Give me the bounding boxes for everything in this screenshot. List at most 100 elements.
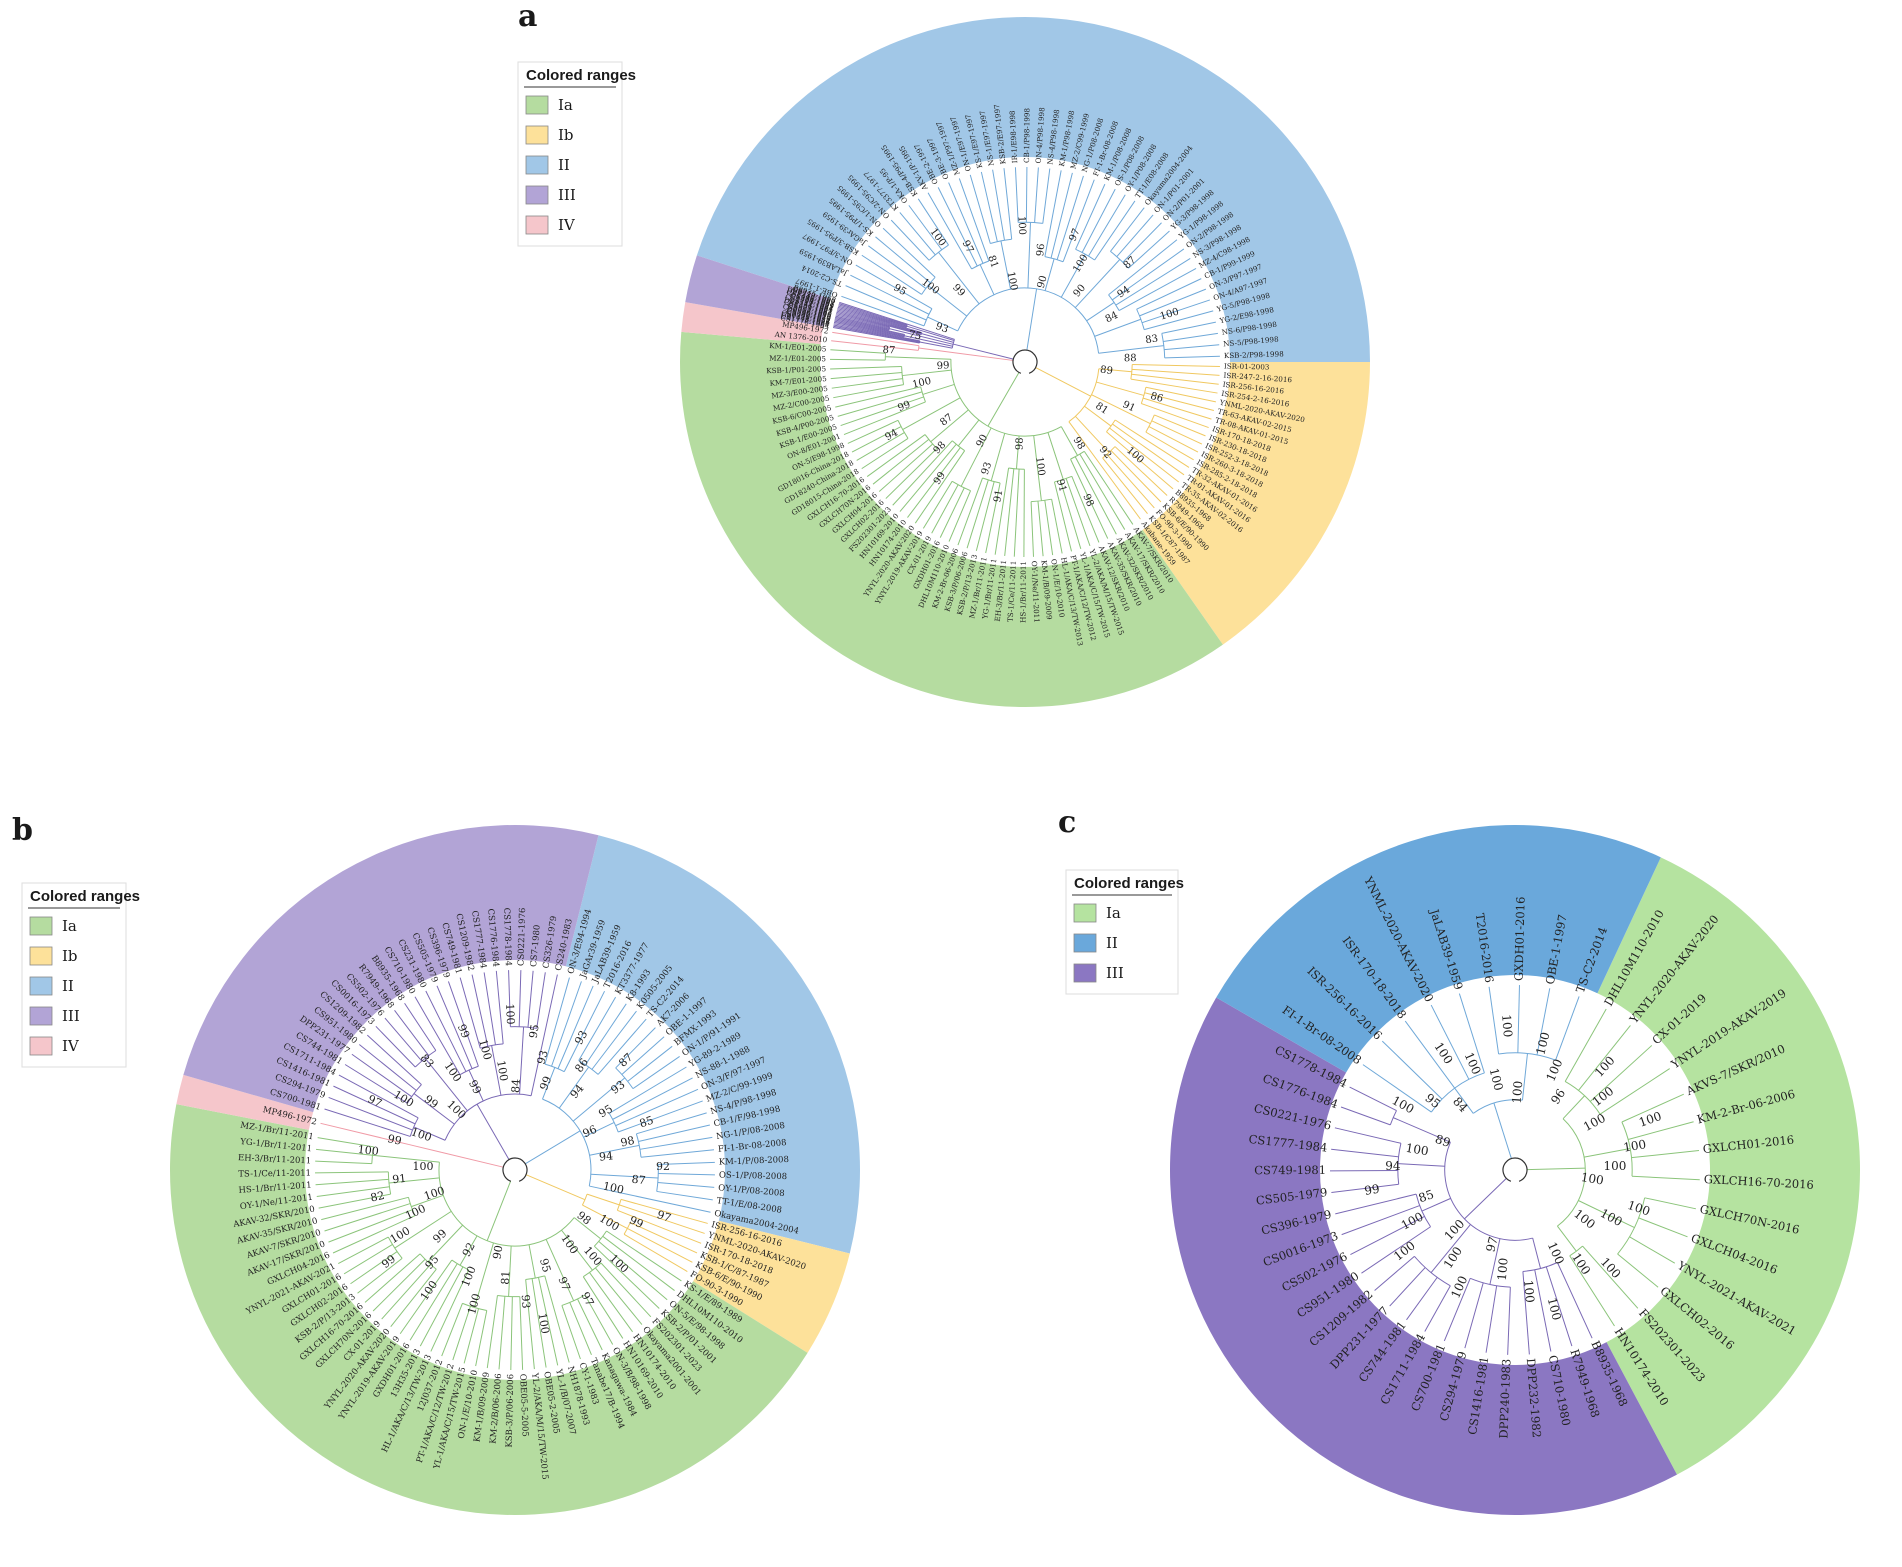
branch-tip	[835, 313, 890, 328]
branch-tip	[855, 264, 933, 310]
branch-tip	[1334, 1127, 1402, 1144]
branch-tip	[966, 479, 989, 549]
branch-stem	[525, 1130, 581, 1165]
leaf-label: OY-1/Ne/11-2011	[1030, 561, 1042, 623]
branch-tip	[318, 1193, 391, 1209]
branch-tip	[394, 1010, 430, 1056]
branch-tip	[452, 1306, 471, 1361]
bootstrap-value: 100	[1405, 1141, 1430, 1159]
branch-tip	[343, 1244, 393, 1275]
bootstrap-value: 93	[519, 1294, 533, 1309]
branch-tip	[856, 432, 905, 461]
branch-tip	[861, 438, 909, 470]
branch-sub	[424, 1057, 468, 1112]
bootstrap-value: 87	[882, 345, 895, 357]
branch-tip	[1106, 454, 1155, 509]
branch-tip	[569, 1302, 592, 1355]
branch-sub	[919, 341, 953, 349]
leaf-label: KM-1/E01-2005	[769, 341, 827, 354]
branch-tip	[851, 426, 902, 453]
branch-tip	[1536, 988, 1551, 1056]
branch-tip	[837, 391, 923, 417]
clade-range-Ib	[1142, 362, 1370, 645]
bootstrap-value: 100	[1626, 1198, 1652, 1219]
bootstrap-value: 100	[1598, 1255, 1624, 1281]
branch-sub	[1393, 1117, 1451, 1143]
branch-tip	[840, 396, 924, 427]
branch-tip	[831, 340, 919, 351]
legend-label: IV	[62, 1037, 80, 1055]
branch-arc	[1397, 1143, 1402, 1185]
bootstrap-value: 87	[631, 1173, 646, 1187]
branch-tip	[315, 1160, 372, 1165]
branch-arc	[1444, 1142, 1533, 1241]
branch-stem	[1493, 1102, 1512, 1159]
branch-sub	[573, 1217, 602, 1240]
branch-tip	[1070, 458, 1109, 539]
branch-tip	[1430, 1004, 1470, 1080]
branch-tip	[908, 205, 943, 251]
branch-tip	[917, 198, 949, 246]
branch-sub	[1584, 1148, 1631, 1158]
branch-tip	[1142, 397, 1212, 420]
bootstrap-value: 100	[442, 1060, 465, 1085]
branch-arc	[1106, 419, 1116, 433]
branch-tip	[519, 1296, 524, 1370]
branch-sub	[411, 1194, 444, 1208]
branch-tip	[1578, 1025, 1631, 1091]
branch-stem	[486, 1180, 512, 1241]
bootstrap-value: 92	[460, 1240, 478, 1258]
branch-tip	[830, 372, 902, 380]
bootstrap-value: 99	[422, 1092, 441, 1111]
branch-tip	[537, 974, 558, 1063]
branch-sub	[938, 251, 980, 305]
branch-stem	[1464, 1177, 1507, 1220]
bootstrap-value: 100	[1521, 1279, 1537, 1303]
branch-arc	[1621, 1121, 1633, 1177]
branch-tip	[1589, 1045, 1653, 1102]
tree-branches	[1329, 985, 1700, 1355]
bootstrap-value: 92	[656, 1160, 670, 1173]
branch-arc	[542, 1098, 592, 1187]
branch-stem	[952, 343, 1014, 360]
branch-tip	[510, 1296, 513, 1370]
branch-tip	[414, 996, 461, 1075]
branch-tip	[495, 970, 504, 1044]
branch-tip	[1050, 172, 1073, 259]
branch-arc	[409, 1117, 419, 1137]
branch-tip	[1555, 996, 1580, 1061]
bootstrap-value: 100	[465, 1292, 483, 1316]
branch-sub	[528, 1244, 536, 1279]
clade-range-IV	[176, 1074, 314, 1130]
bootstrap-value: 82	[369, 1189, 385, 1205]
branch-tip	[832, 331, 920, 347]
branch-stem	[440, 1151, 504, 1168]
branch-tip	[907, 447, 961, 518]
branch-tip	[366, 1034, 422, 1085]
bootstrap-value: 99	[379, 1252, 398, 1271]
bootstrap-value: 87	[616, 1051, 635, 1070]
bootstrap-value: 81	[985, 254, 1000, 270]
branch-arc	[371, 1146, 375, 1164]
branch-tip	[1106, 431, 1174, 490]
branch-sub	[891, 318, 955, 340]
branch-tip	[475, 1310, 488, 1367]
branch-sub	[1521, 1053, 1528, 1101]
branch-tip	[1014, 167, 1019, 223]
bootstrap-value: 100	[476, 1038, 494, 1062]
branch-tip	[830, 365, 902, 370]
bootstrap-value: 100	[911, 376, 932, 391]
branch-arc	[1145, 414, 1155, 433]
branch-tip	[833, 324, 920, 343]
legend-swatch-III	[525, 185, 549, 205]
branch-tip	[419, 1266, 464, 1347]
bootstrap-value: 99	[455, 1022, 472, 1040]
leaf-label: EH-3/Br/11-2011	[238, 1153, 312, 1166]
legend-label: II	[558, 156, 570, 174]
branch-sub	[1430, 1224, 1471, 1273]
branch-sub	[583, 1122, 615, 1138]
bootstrap-value: 100	[1545, 1240, 1567, 1267]
